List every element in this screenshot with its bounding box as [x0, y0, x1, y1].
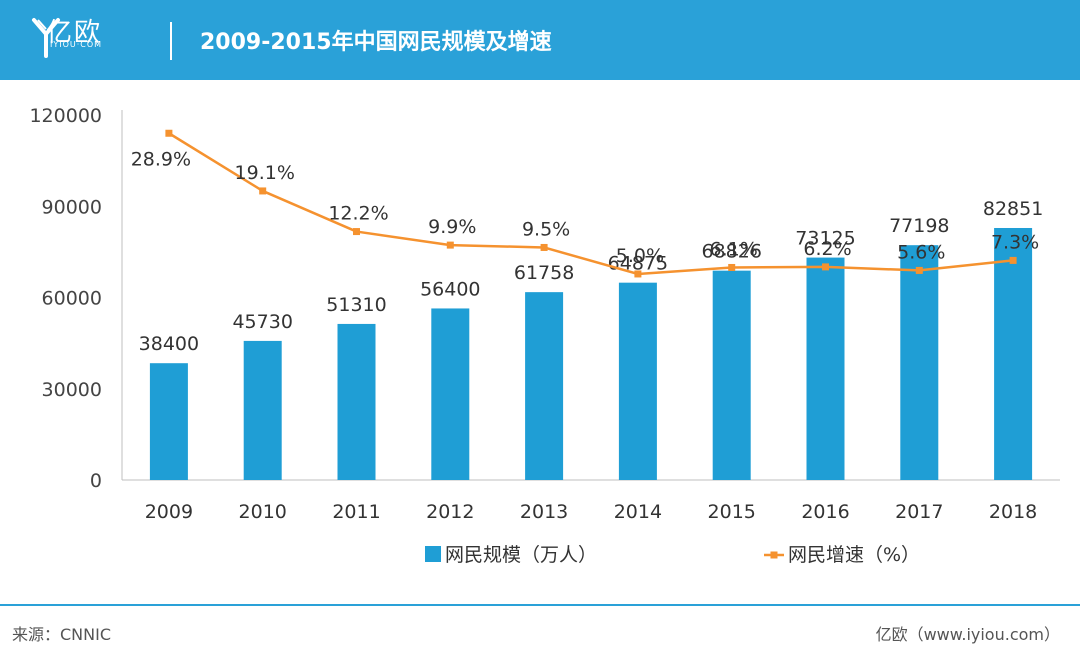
x-tick-label: 2010	[239, 501, 287, 523]
iyiou-logo-icon	[32, 18, 60, 58]
bar	[806, 257, 845, 480]
bar	[900, 245, 939, 480]
growth-point	[540, 243, 548, 251]
bar	[243, 340, 282, 480]
y-tick-label: 0	[90, 470, 102, 492]
x-tick-label: 2017	[895, 501, 943, 523]
bar	[712, 270, 751, 480]
footer-divider	[0, 604, 1080, 606]
bar	[618, 282, 657, 480]
logo-text: 亿欧	[46, 18, 103, 48]
legend-bar-label: 网民规模（万人）	[445, 544, 597, 566]
bar-value-label: 45730	[232, 311, 292, 333]
x-tick-label: 2016	[801, 501, 849, 523]
bar	[149, 363, 188, 480]
growth-value-label: 19.1%	[235, 162, 295, 184]
y-tick-label: 60000	[42, 288, 102, 310]
bar	[337, 323, 376, 480]
growth-value-label: 6.2%	[803, 238, 851, 260]
growth-value-label: 6.1%	[710, 238, 758, 260]
growth-point	[353, 228, 360, 236]
bar-value-label: 51310	[326, 294, 386, 316]
bar	[525, 292, 564, 480]
growth-value-label: 7.3%	[991, 231, 1039, 253]
bar	[431, 308, 470, 480]
header-divider	[170, 22, 172, 60]
chart: 0 30000 60000 90000 120000 38400 2009 45730 2010…	[29, 105, 1060, 566]
growth-value-label: 5.0%	[616, 245, 664, 267]
bar-value-label: 82851	[983, 198, 1043, 220]
header-bar: 亿欧 IYIOU·COM 2009-2015年中国网民规模及增速	[0, 0, 1080, 80]
bar	[994, 227, 1033, 480]
growth-point	[728, 263, 736, 271]
y-tick-label: 30000	[42, 379, 102, 401]
brand-note: 亿欧（www.iyiou.com）	[875, 625, 1060, 644]
x-tick-label: 2012	[426, 501, 474, 523]
growth-value-label: 9.5%	[522, 218, 570, 240]
x-tick-label: 2015	[708, 501, 756, 523]
logo-subtext: IYIOU·COM	[50, 40, 103, 49]
growth-point	[915, 266, 923, 274]
y-tick-label: 120000	[29, 105, 102, 127]
growth-value-label: 5.6%	[897, 241, 945, 263]
growth-point	[165, 129, 173, 137]
growth-point	[259, 187, 267, 195]
chart-title: 2009-2015年中国网民规模及增速	[200, 30, 552, 55]
growth-point	[822, 263, 829, 271]
growth-value-label: 12.2%	[328, 203, 388, 225]
bar-value-label: 73125	[795, 228, 855, 250]
bar-value-label: 61758	[514, 262, 574, 284]
x-tick-label: 2018	[989, 501, 1037, 523]
legend-line-marker	[770, 551, 778, 559]
growth-value-label: 28.9%	[131, 148, 191, 170]
x-tick-label: 2011	[332, 501, 380, 523]
x-tick-label: 2009	[145, 501, 193, 523]
bar-value-label: 68826	[701, 241, 761, 263]
bar-value-label: 56400	[420, 278, 480, 300]
y-tick-label: 90000	[42, 196, 102, 218]
growth-point	[634, 270, 642, 278]
growth-line	[168, 132, 1014, 276]
legend-bar-swatch	[425, 546, 441, 562]
growth-value-label: 9.9%	[428, 216, 476, 238]
legend-line-label: 网民增速（%）	[788, 544, 920, 566]
source-note: 来源：CNNIC	[12, 625, 112, 644]
growth-point	[446, 241, 454, 249]
bar-value-label: 38400	[139, 333, 199, 355]
bar-value-label: 77198	[889, 215, 949, 237]
growth-point	[1009, 256, 1017, 264]
x-tick-label: 2014	[614, 501, 662, 523]
x-tick-label: 2013	[520, 501, 568, 523]
